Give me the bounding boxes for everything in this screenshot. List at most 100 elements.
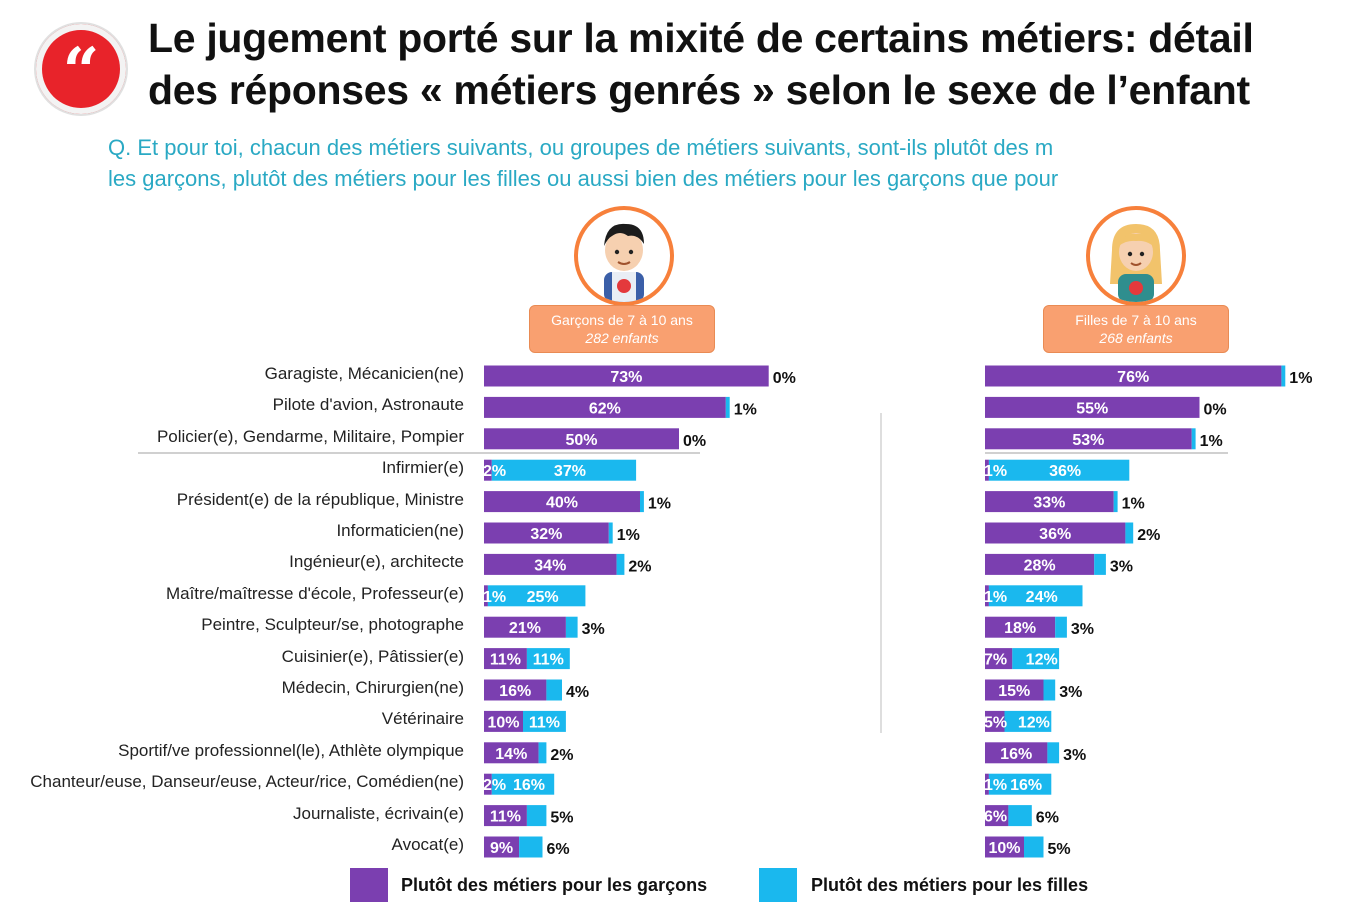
question-line-1: Q. Et pour toi, chacun des métiers suiva… [108,135,1054,160]
data-label-boys: 18% [1004,620,1036,637]
bar-girls-segment [1281,365,1286,387]
data-label-girls: 5% [550,810,573,827]
data-label-boys: 33% [1033,495,1065,512]
bar-boys-segment [484,710,523,732]
category-label: Chanteur/euse, Danseur/euse, Acteur/rice… [30,772,464,792]
bar-girls-segment [491,773,555,795]
data-label-girls: 3% [1071,621,1094,638]
bar-girls-segment [725,396,730,418]
bar-girls-segment [1094,553,1106,575]
data-label-girls: 16% [513,777,545,794]
legend-swatch-girls [759,868,797,902]
bar-boys-segment [985,396,1200,418]
bar-girls-segment [491,459,637,481]
bar-girls-segment [988,773,1052,795]
data-label-girls: 25% [527,589,559,606]
bar-girls-segment [1043,679,1056,701]
data-label-girls: 1% [617,527,640,544]
bar-boys-segment [484,585,488,607]
group-box-boys: Garçons de 7 à 10 ans 282 enfants [529,305,715,353]
bar-boys-segment [484,742,539,764]
data-label-girls: 12% [1018,714,1050,731]
category-label: Peintre, Sculpteur/se, photographe [201,615,464,635]
category-label: Avocat(e) [391,835,464,854]
data-label-girls: 36% [1049,463,1081,480]
title-line-1: Le jugement porté sur la mixité de certa… [148,15,1254,61]
data-label-boys: 11% [490,809,521,826]
data-label-girls: 4% [566,684,589,701]
data-label-girls: 2% [550,747,573,764]
category-label: Informaticien(ne) [336,521,464,540]
data-label-girls: 0% [1204,401,1227,418]
bar-boys-segment [985,648,1013,670]
bar-girls-segment [608,522,613,544]
page-title: Le jugement porté sur la mixité de certa… [148,12,1348,116]
legend-label-boys: Plutôt des métiers pour les garçons [401,875,708,895]
bar-boys-segment [985,616,1056,638]
group-count-boys: 282 enfants [585,330,659,346]
data-label-boys: 16% [499,683,531,700]
data-label-boys: 34% [534,557,566,574]
bar-girls-segment [538,742,547,764]
data-label-boys: 55% [1076,400,1108,417]
bar-boys-segment [484,459,492,481]
data-label-boys: 16% [1000,746,1032,763]
data-label-girls: 3% [582,621,605,638]
bar-girls-segment [1024,836,1044,858]
bar-boys-segment [484,522,609,544]
bar-boys-segment [985,491,1114,513]
category-label: Vétérinaire [381,709,464,729]
category-label: Maître/maîtresse d'école, Professeur(e) [165,583,464,603]
data-label-boys: 1% [984,589,1007,606]
data-label-boys: 7% [984,652,1007,669]
data-label-boys: 50% [565,432,597,449]
data-label-boys: 76% [1117,369,1149,386]
bar-boys-segment [985,585,989,607]
bar-girls-segment [988,459,1130,481]
bar-boys-segment [484,365,769,387]
category-label: Journaliste, écrivain(e) [292,803,464,823]
data-label-girls: 11% [533,652,564,669]
data-label-boys: 28% [1024,557,1056,574]
bar-boys-segment [484,836,520,858]
group-box-girls: Filles de 7 à 10 ans 268 enfants [1043,305,1229,353]
bar-boys-segment [985,805,1009,827]
bar-girls-segment [1055,616,1067,638]
bar-girls-segment [1113,491,1118,513]
data-label-girls: 1% [1122,496,1145,513]
data-label-boys: 2% [483,777,506,794]
category-label: Sportif/ve professionnel(le), Athlète ol… [118,740,464,760]
quote-icon: “ [36,24,126,114]
bar-boys-segment [484,396,726,418]
data-label-girls: 5% [1048,841,1071,858]
group-title-girls: Filles de 7 à 10 ans [1075,312,1197,328]
bar-boys-segment [985,710,1005,732]
category-label: Policier(e), Gendarme, Militaire, Pompie… [156,426,464,446]
data-label-girls: 11% [529,714,560,731]
data-label-boys: 10% [988,840,1020,857]
bar-girls-segment [565,616,578,638]
data-label-girls: 6% [1036,810,1059,827]
bar-girls-segment [616,553,625,575]
data-label-girls: 0% [683,433,706,450]
bar-girls-segment [1012,648,1060,670]
data-label-boys: 6% [984,809,1007,826]
bar-boys-segment [985,773,989,795]
bar-boys-segment [985,836,1024,858]
bar-boys-segment [484,773,492,795]
bar-boys-segment [985,428,1192,450]
bar-girls-segment [640,491,644,513]
boy-avatar-icon [574,206,674,306]
data-label-boys: 1% [483,589,506,606]
data-label-boys: 9% [490,840,513,857]
data-label-boys: 10% [487,714,519,731]
bar-girls-segment [1125,522,1134,544]
data-label-girls: 1% [648,496,671,513]
data-label-girls: 3% [1059,684,1082,701]
legend-swatch-boys [350,868,388,902]
data-label-boys: 62% [589,400,621,417]
data-label-girls: 2% [1137,527,1160,544]
bar-boys-segment [985,679,1044,701]
question-text: Q. Et pour toi, chacun des métiers suiva… [108,132,1348,194]
data-label-girls: 24% [1026,589,1058,606]
